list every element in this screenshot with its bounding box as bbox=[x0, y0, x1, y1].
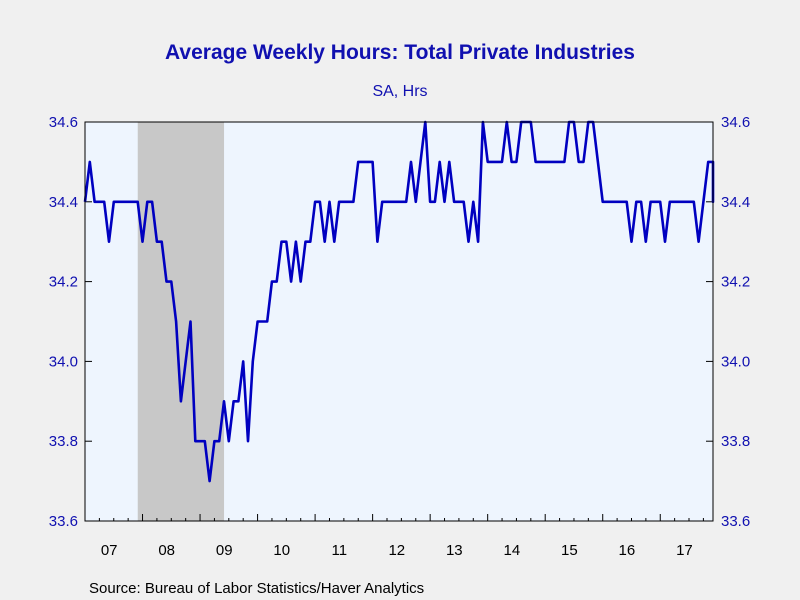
y-tick-label-left: 33.8 bbox=[49, 433, 78, 450]
x-tick-label: 14 bbox=[503, 542, 520, 559]
source-text: Source: Bureau of Labor Statistics/Haver… bbox=[89, 580, 424, 597]
x-tick-label: 16 bbox=[619, 542, 636, 559]
x-tick-label: 15 bbox=[561, 542, 578, 559]
y-tick-label-left: 34.4 bbox=[49, 194, 78, 211]
chart-subtitle: SA, Hrs bbox=[372, 83, 427, 100]
x-tick-label: 17 bbox=[676, 542, 693, 559]
plot-frame bbox=[84, 121, 714, 522]
y-tick-label-right: 34.0 bbox=[721, 353, 750, 370]
x-tick-label: 11 bbox=[331, 542, 347, 559]
recession-band-0 bbox=[137, 122, 225, 521]
labels-layer: 34.6 34.6 34.4 34.4 34.2 34.2 34.0 34.0 33.8 33.8… bbox=[49, 114, 750, 559]
x-tick-label: 07 bbox=[101, 542, 118, 559]
recession-layer bbox=[137, 122, 225, 521]
y-tick-label-left: 34.6 bbox=[49, 114, 78, 131]
x-tick-label: 10 bbox=[273, 542, 290, 559]
y-tick-label-right: 34.6 bbox=[721, 114, 750, 131]
x-tick-label: 08 bbox=[158, 542, 175, 559]
y-tick-label-left: 33.6 bbox=[49, 513, 78, 530]
y-tick-label-right: 33.8 bbox=[721, 433, 750, 450]
y-tick-label-right: 33.6 bbox=[721, 513, 750, 530]
y-tick-label-left: 34.2 bbox=[49, 274, 78, 291]
x-tick-label: 13 bbox=[446, 542, 463, 559]
x-tick-label: 09 bbox=[216, 542, 233, 559]
series-line bbox=[83, 120, 715, 483]
y-tick-label-left: 34.0 bbox=[49, 353, 78, 370]
y-tick-label-right: 34.2 bbox=[721, 274, 750, 291]
x-tick-label: 12 bbox=[388, 542, 405, 559]
chart-title: Average Weekly Hours: Total Private Indu… bbox=[165, 41, 635, 64]
y-tick-label-right: 34.4 bbox=[721, 194, 750, 211]
